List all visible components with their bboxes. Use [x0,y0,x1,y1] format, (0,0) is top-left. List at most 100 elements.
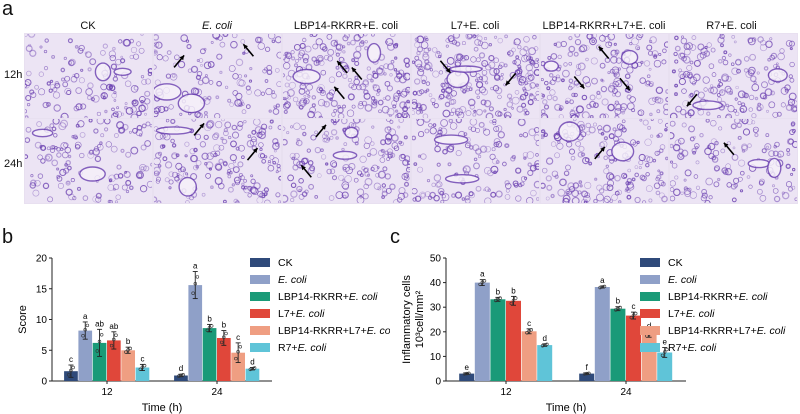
score-bar [135,367,150,381]
cells-legend-label: R7+E. coli [668,342,717,354]
cells-data-point [462,372,467,376]
cells-data-point [587,371,591,376]
cells-bar [594,287,610,381]
cells-significance-letter: a [600,276,605,285]
score-significance-letter: b [126,337,131,346]
score-data-point [220,340,224,345]
pathology-arrow-icon [598,45,610,60]
micrograph-24h-col1 [24,118,153,204]
cells-data-point [478,282,482,287]
cells-y-tick-label: 30 [430,303,442,314]
score-data-point [177,374,181,378]
score-data-point [181,373,185,377]
micrograph-24h-col2 [153,118,282,204]
score-data-point [191,291,195,295]
pathology-arrow-icon [351,66,363,81]
column-header-ecoli-text: E. coli [202,20,232,32]
score-data-point [71,365,75,370]
pathology-arrow-icon [193,122,205,136]
cells-data-point [543,343,547,347]
cells-data-point [467,371,471,376]
score-bar [92,342,107,381]
score-legend-label: LBP14-RKRR+L7+E. coli [278,325,390,337]
score-data-point [195,275,200,279]
cells-data-point [602,284,607,289]
micrograph-grid: CK E. coli LBP14-RKRR+E. coli L7+E. coli… [24,18,794,204]
score-x-tick-label: 12 [101,387,113,398]
score-data-point [109,343,114,348]
micrograph-12h-col1 [24,33,153,119]
cells-legend-swatch [640,309,660,318]
score-legend-swatch [250,326,270,335]
score-data-point [179,373,183,378]
micrograph-12h-col3 [282,33,411,119]
cells-data-point [482,279,487,283]
cells-legend-swatch [640,292,660,301]
cells-legend-label: CK [668,257,683,269]
cells-legend-swatch [640,343,660,352]
cells-y-axis-unit: 10³cell/mm² [414,290,426,348]
cells-data-point [634,311,638,316]
cells-significance-letter: b [616,297,621,306]
score-legend-label: R7+E. coli [278,342,327,354]
micrograph-24h-col4 [411,118,540,204]
score-legend-swatch [250,275,270,284]
cells-data-point [585,371,589,376]
score-significance-letter: ab [109,322,118,331]
cells-significance-letter: e [662,338,667,347]
cells-bar [610,308,626,381]
cells-significance-letter: e [464,363,469,372]
score-significance-letter: c [236,333,240,342]
cells-legend-label: E. coli [668,274,697,286]
panel-c-letter: c [390,226,400,248]
score-data-point [236,349,240,354]
pathology-arrow-icon [573,75,585,90]
cells-x-tick-label: 24 [620,387,632,398]
score-legend-label: LBP14-RKRR+E. coli [278,291,378,303]
score-data-point [128,346,133,351]
cells-data-point [545,342,549,347]
micrograph-12h-col2 [153,33,282,119]
score-y-tick-label: 5 [41,346,47,357]
score-y-tick-label: 20 [36,254,48,265]
cells-y-tick-label: 50 [430,254,442,265]
cells-data-point [540,344,545,348]
cells-x-tick-label: 12 [500,387,512,398]
column-header-ck: CK [80,20,96,32]
score-y-tick-label: 15 [36,284,48,295]
cells-bar [657,352,673,381]
cells-y-tick-label: 0 [435,377,441,388]
cells-y-tick-label: 10 [430,352,442,363]
micrograph-24h-col5 [540,118,669,204]
score-legend-swatch [250,292,270,301]
cells-significance-letter: c [527,319,531,328]
column-header-l7: L7+E. coli [450,20,500,32]
micrograph-12h-col6 [669,33,798,119]
cells-data-point [498,296,502,300]
cells-data-point [600,285,605,289]
cells-y-tick-label: 40 [430,278,442,289]
cells-data-point [529,328,534,332]
cells-bar [521,331,537,381]
score-bar [202,328,217,381]
pathology-arrow-icon [315,124,327,138]
pathology-arrow-icon [686,93,698,107]
cells-bar [537,345,553,381]
cells-bar [490,299,506,381]
cells-data-point [511,298,516,303]
pathology-arrow-icon [300,164,312,178]
cells-data-point [631,313,636,317]
score-data-point [124,350,128,354]
cells-legend-label: LBP14-RKRR+E. coli [668,291,768,303]
cells-bar [506,300,521,381]
cells-data-point [629,315,634,320]
micrograph-24h-col6 [669,118,798,204]
pathology-arrow-icon [504,72,517,86]
score-significance-letter: ab [95,319,104,328]
score-data-point [140,365,145,369]
score-data-point [95,349,100,353]
cells-bar [626,315,641,381]
column-header-r7: R7+E. coli [706,20,757,32]
column-header-ecoli: E. coli [153,20,281,32]
cells-bar [641,334,657,381]
